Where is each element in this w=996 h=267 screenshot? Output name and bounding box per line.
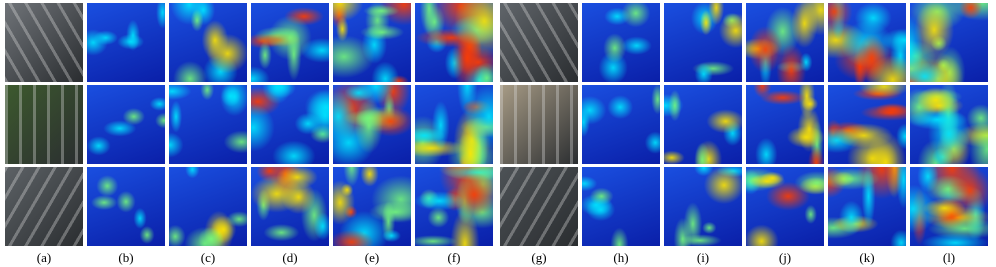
panel-label: (e): [364, 250, 380, 265]
heatmap: [251, 167, 329, 246]
heatmap: [664, 167, 742, 246]
panel-label: (k): [859, 250, 875, 265]
panel-label: (i): [696, 250, 710, 265]
heatmap: [87, 3, 165, 82]
aerial-photo: [500, 167, 578, 246]
heatmap: [746, 3, 824, 82]
aerial-photo: [5, 3, 83, 82]
heatmap: [415, 167, 493, 246]
heatmap: [828, 167, 906, 246]
panel-label: (j): [778, 250, 792, 265]
heatmap: [664, 3, 742, 82]
heatmap: [828, 3, 906, 82]
heatmap: [415, 3, 493, 82]
heatmap: [87, 85, 165, 164]
panel-label: (b): [118, 250, 134, 265]
panel-label: (a): [36, 250, 52, 265]
aerial-photo: [500, 3, 578, 82]
panel-label: (h): [613, 250, 629, 265]
heatmap: [910, 167, 988, 246]
heatmap: [828, 85, 906, 164]
heatmap: [251, 3, 329, 82]
heatmap: [664, 85, 742, 164]
panel-label: (c): [200, 250, 216, 265]
aerial-photo: [5, 167, 83, 246]
heatmap: [333, 167, 411, 246]
heatmap: [87, 167, 165, 246]
heatmap: [333, 3, 411, 82]
heatmap: [582, 85, 660, 164]
panel-label: (f): [447, 250, 461, 265]
heatmap: [746, 85, 824, 164]
aerial-photo: [500, 85, 578, 164]
heatmap: [910, 3, 988, 82]
panel-label: (l): [942, 250, 956, 265]
panel-label: (g): [531, 250, 547, 265]
heatmap: [169, 85, 247, 164]
panel-label: (d): [282, 250, 298, 265]
heatmap: [169, 167, 247, 246]
heatmap: [169, 3, 247, 82]
heatmap: [582, 3, 660, 82]
heatmap: [333, 85, 411, 164]
heatmap: [251, 85, 329, 164]
heatmap: [746, 167, 824, 246]
aerial-photo: [5, 85, 83, 164]
heatmap: [415, 85, 493, 164]
heatmap: [910, 85, 988, 164]
heatmap: [582, 167, 660, 246]
